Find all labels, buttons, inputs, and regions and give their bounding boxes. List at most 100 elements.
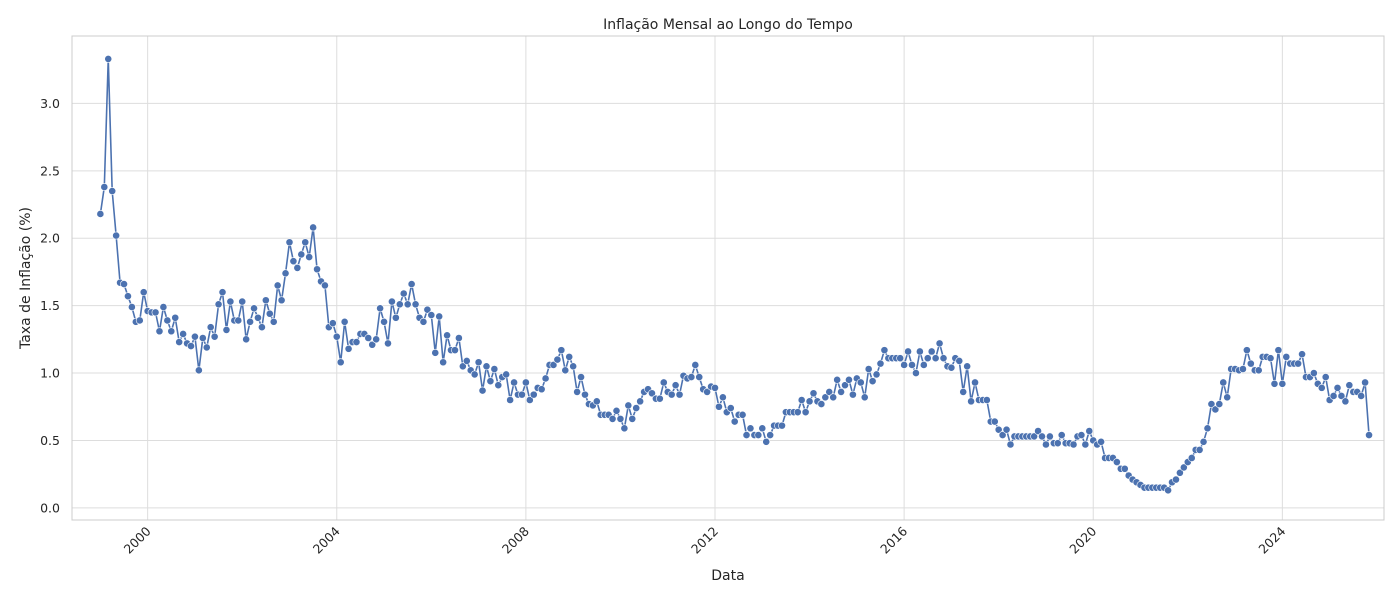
data-point bbox=[289, 257, 298, 266]
data-point bbox=[100, 183, 109, 191]
data-point bbox=[159, 303, 168, 311]
data-point bbox=[297, 250, 306, 259]
data-point bbox=[1365, 431, 1373, 439]
data-point bbox=[439, 358, 448, 367]
data-point bbox=[845, 375, 853, 384]
data-point bbox=[742, 431, 751, 439]
data-point bbox=[915, 347, 924, 356]
y-tick-label: 1.0 bbox=[40, 366, 60, 381]
y-tick-label: 1.5 bbox=[40, 298, 60, 313]
data-point bbox=[718, 393, 727, 402]
data-point bbox=[1207, 400, 1216, 408]
x-axis-label: Data bbox=[711, 568, 744, 584]
data-point bbox=[1329, 392, 1338, 400]
data-point bbox=[1211, 405, 1220, 414]
data-point bbox=[1219, 378, 1228, 387]
data-point bbox=[273, 281, 282, 290]
data-point bbox=[746, 424, 755, 433]
data-point bbox=[1187, 454, 1196, 462]
data-point bbox=[636, 397, 645, 406]
data-point bbox=[1294, 359, 1303, 368]
data-point bbox=[407, 280, 416, 288]
data-point bbox=[399, 289, 408, 298]
data-point bbox=[1176, 468, 1184, 477]
data-point bbox=[573, 388, 581, 396]
data-point bbox=[490, 365, 499, 373]
data-point bbox=[726, 404, 735, 412]
data-point bbox=[1085, 427, 1094, 435]
data-point bbox=[454, 334, 463, 342]
data-point bbox=[281, 269, 290, 278]
data-point bbox=[608, 414, 617, 423]
data-point bbox=[474, 358, 483, 367]
data-point bbox=[175, 338, 184, 346]
data-point bbox=[963, 362, 972, 371]
data-point bbox=[1341, 397, 1350, 406]
data-point bbox=[778, 421, 786, 430]
data-point bbox=[1034, 427, 1042, 435]
data-point bbox=[120, 280, 128, 288]
data-point bbox=[163, 316, 172, 325]
data-point bbox=[376, 304, 384, 313]
data-point bbox=[1278, 379, 1287, 388]
y-tick-label: 2.5 bbox=[40, 163, 60, 178]
data-point bbox=[935, 339, 944, 348]
data-point bbox=[328, 319, 337, 328]
data-point bbox=[927, 347, 936, 356]
data-point bbox=[955, 357, 964, 365]
data-point bbox=[171, 313, 180, 322]
data-point bbox=[305, 253, 314, 261]
data-point bbox=[711, 383, 719, 392]
data-point bbox=[1242, 346, 1251, 355]
data-point bbox=[880, 346, 889, 355]
data-point bbox=[427, 311, 436, 319]
data-point bbox=[368, 340, 377, 349]
data-point bbox=[194, 366, 203, 375]
data-point bbox=[96, 210, 105, 218]
data-point bbox=[730, 417, 739, 426]
data-point bbox=[458, 362, 467, 371]
data-point bbox=[581, 390, 589, 399]
data-point bbox=[825, 388, 834, 396]
data-point bbox=[309, 223, 318, 232]
data-point bbox=[151, 308, 160, 317]
chart-title: Inflação Mensal ao Longo do Tempo bbox=[603, 17, 853, 33]
data-point bbox=[876, 359, 885, 368]
data-point bbox=[659, 378, 668, 387]
data-point bbox=[632, 404, 641, 412]
data-point bbox=[1038, 432, 1046, 441]
data-point bbox=[1203, 424, 1212, 433]
data-point bbox=[1077, 431, 1086, 439]
data-point bbox=[1317, 383, 1326, 392]
data-point bbox=[285, 238, 294, 247]
data-point bbox=[793, 408, 802, 417]
data-point bbox=[1239, 365, 1247, 373]
data-point bbox=[214, 300, 223, 309]
data-point bbox=[403, 300, 412, 309]
data-point bbox=[1057, 431, 1066, 439]
data-point bbox=[821, 393, 830, 402]
grid-lines bbox=[72, 36, 1384, 520]
data-point bbox=[372, 335, 381, 344]
data-point bbox=[967, 397, 975, 406]
data-point bbox=[277, 296, 286, 305]
data-point bbox=[687, 373, 696, 381]
y-tick-label: 0.0 bbox=[40, 500, 60, 515]
data-point bbox=[210, 332, 219, 341]
data-point bbox=[829, 393, 838, 402]
data-point bbox=[990, 417, 999, 426]
data-point bbox=[849, 390, 857, 399]
data-point bbox=[868, 377, 877, 386]
data-point bbox=[549, 361, 558, 369]
data-point bbox=[482, 362, 491, 371]
data-point bbox=[908, 361, 916, 369]
data-point bbox=[451, 346, 459, 355]
data-point bbox=[293, 263, 302, 272]
data-point bbox=[1179, 463, 1188, 472]
data-point bbox=[1357, 392, 1366, 400]
data-point bbox=[202, 343, 211, 352]
data-point bbox=[620, 424, 629, 433]
data-point bbox=[254, 313, 262, 322]
data-point bbox=[592, 397, 601, 406]
data-point bbox=[332, 332, 341, 341]
